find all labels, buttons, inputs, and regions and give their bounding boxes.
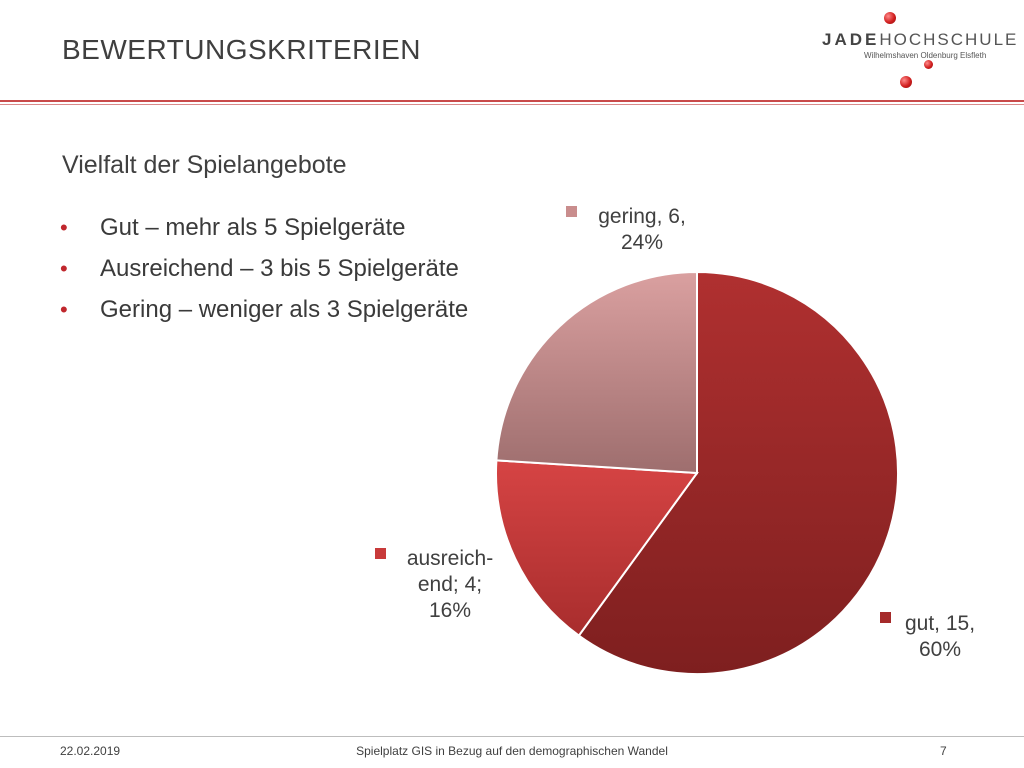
section-subtitle: Vielfalt der Spielangebote [62,151,347,179]
header-divider-thin [0,104,1024,105]
data-label-line: end; 4; [418,573,482,596]
list-item-text: Gut – mehr als 5 Spielgeräte [100,214,406,241]
slide-title: BEWERTUNGSKRITERIEN [62,34,422,65]
header-divider [0,100,1024,102]
bullet-icon: • [60,297,68,322]
data-label-gering: gering, 6, 24% [598,205,686,254]
logo-wordmark-jade: JADE [822,30,880,49]
pie-slice-gut [577,270,899,675]
footer-title: Spielplatz GIS in Bezug auf den demograp… [356,744,668,758]
list-item: • Gering – weniger als 3 Spielgeräte [60,292,468,333]
jade-hochschule-logo: JADEHOCHSCHULE Wilhelmshaven Oldenburg E… [818,8,1016,98]
logo-wordmark-hochschule: HOCHSCHULE [879,30,1019,49]
list-item: • Ausreichend – 3 bis 5 Spielgeräte [60,251,468,292]
footer-date: 22.02.2019 [60,744,121,758]
list-item-text: Gering – weniger als 3 Spielgeräte [100,296,469,323]
data-label-line: 16% [429,599,471,622]
legend-swatch-ausreich-end [375,548,386,559]
logo-subtitle: Wilhelmshaven Oldenburg Elsfleth [864,51,987,60]
pie-slice-gering [495,270,698,475]
legend-swatch-gering [566,206,577,217]
bullet-icon: • [60,256,68,281]
footer-divider [0,736,1024,737]
logo-dot-icon [900,76,912,88]
list-item-text: Ausreichend – 3 bis 5 Spielgeräte [100,255,459,282]
data-label-line: 24% [621,231,663,254]
data-label-line: gering, 6, [598,205,686,228]
pie-slice-ausreich-end [495,459,699,638]
page-number: 7 [940,744,947,758]
data-label-line: 60% [919,638,961,661]
logo-wordmark: JADEHOCHSCHULE [822,30,1018,50]
criteria-list: • Gut – mehr als 5 Spielgeräte • Ausreiche… [60,210,468,333]
logo-dot-icon [884,12,896,24]
data-label-ausreich-end: ausreich-end; 4; 16% [407,547,493,622]
bullet-icon: • [60,215,68,240]
data-label-gut: gut, 15, 60% [905,612,975,661]
logo-dot-icon [924,60,933,69]
data-label-line: gut, 15, [905,612,975,635]
list-item: • Gut – mehr als 5 Spielgeräte [60,210,468,251]
legend-swatch-gut [880,612,891,623]
data-label-line: ausreich- [407,547,493,570]
